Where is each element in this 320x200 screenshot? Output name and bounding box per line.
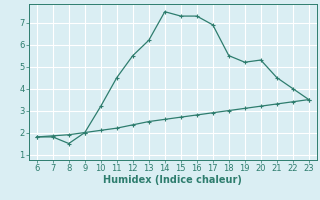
X-axis label: Humidex (Indice chaleur): Humidex (Indice chaleur) <box>103 175 242 185</box>
